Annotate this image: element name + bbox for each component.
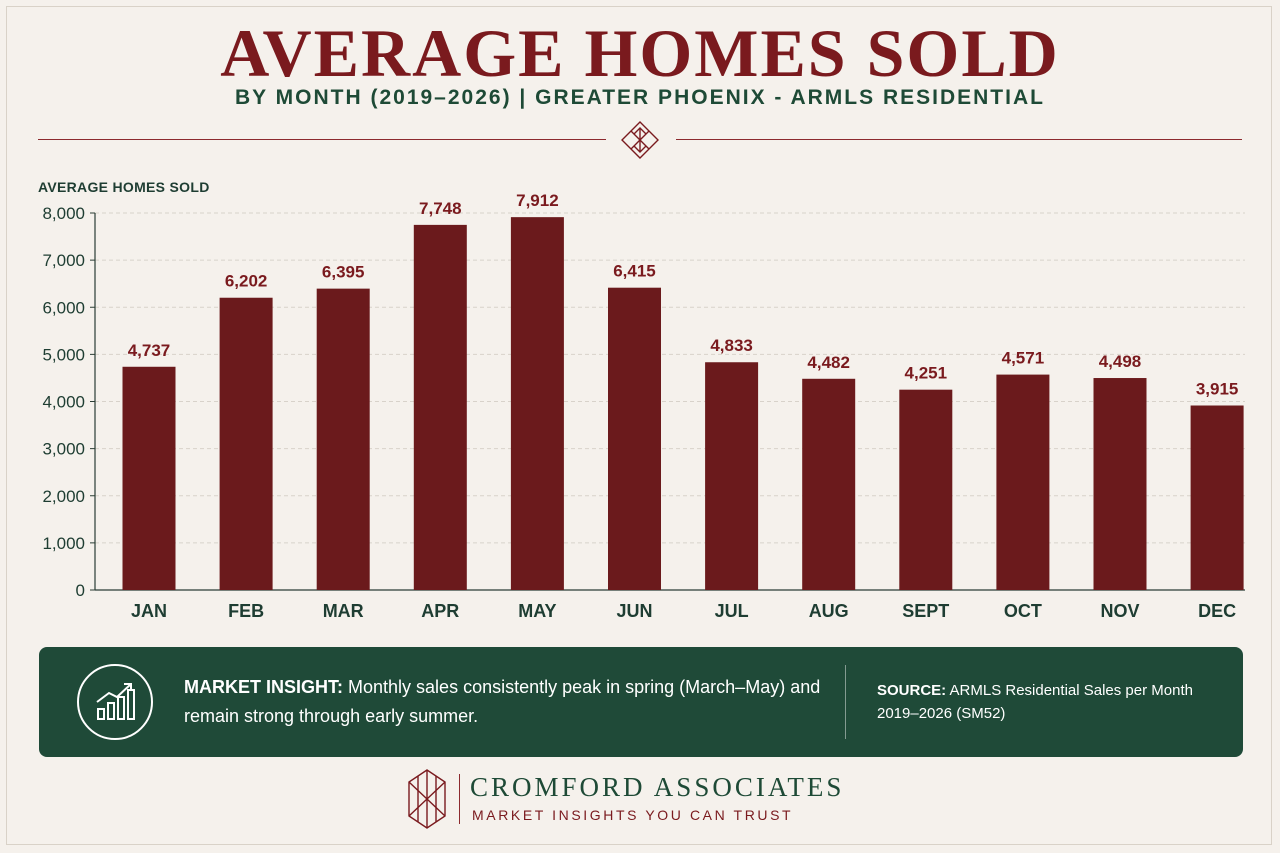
diamond-emblem-icon	[621, 121, 659, 159]
logo-divider	[459, 774, 460, 824]
data-label: 4,737	[128, 341, 171, 360]
bar-chart: 0 1,000 2,000 3,000 4,000 5,000 6,000 7,000 8,00…	[42, 191, 1245, 621]
data-label: 7,912	[516, 191, 559, 210]
y-tick-label: 3,000	[42, 440, 85, 459]
bar-apr	[413, 224, 467, 591]
data-label: 3,915	[1196, 380, 1239, 399]
chart-title: AVERAGE HOMES SOLD	[220, 15, 1060, 91]
data-label: 4,498	[1099, 352, 1142, 371]
cromford-logo-icon	[408, 769, 446, 829]
x-tick-label: DEC	[1198, 601, 1236, 621]
bar-oct	[996, 374, 1050, 590]
data-label: 4,571	[1002, 349, 1045, 368]
title-rule-left	[38, 139, 606, 140]
x-tick-label: JAN	[131, 601, 167, 621]
insight-label: MARKET INSIGHT:	[184, 677, 343, 697]
page-frame	[6, 6, 1272, 845]
y-tick-label: 0	[76, 581, 85, 600]
bar-jul	[705, 362, 759, 590]
title-rule-right	[676, 139, 1242, 140]
y-tick-label: 5,000	[42, 345, 85, 364]
x-tick-label: SEPT	[902, 601, 949, 621]
growth-chart-icon	[77, 664, 153, 740]
bar-jan	[122, 366, 176, 590]
source-label: SOURCE:	[877, 682, 947, 699]
market-insight-panel: MARKET INSIGHT: Monthly sales consistent…	[39, 647, 1243, 757]
x-tick-label: APR	[421, 601, 459, 621]
chart-subtitle: BY MONTH (2019–2026) | GREATER PHOENIX -…	[235, 86, 1045, 109]
x-tick-label: MAY	[518, 601, 556, 621]
x-tick-label: JUN	[616, 601, 652, 621]
brand-name: CROMFORD ASSOCIATES	[470, 772, 845, 802]
bar-dec	[1190, 405, 1244, 590]
y-tick-label: 6,000	[42, 298, 85, 317]
bar-mar	[316, 288, 370, 590]
data-label: 4,833	[710, 336, 753, 355]
y-tick-label: 4,000	[42, 393, 85, 412]
data-label: 7,748	[419, 199, 462, 218]
data-label: 4,251	[905, 364, 948, 383]
x-tick-label: AUG	[809, 601, 849, 621]
y-axis-label: AVERAGE HOMES SOLD	[38, 179, 210, 195]
bar-nov	[1093, 378, 1147, 590]
bar-aug	[802, 378, 856, 590]
data-label: 6,415	[613, 262, 656, 281]
brand-tagline: MARKET INSIGHTS YOU CAN TRUST	[472, 807, 794, 823]
y-tick-label: 1,000	[42, 534, 85, 553]
x-tick-label: JUL	[715, 601, 749, 621]
x-tick-label: OCT	[1004, 601, 1042, 621]
source-text: SOURCE: ARMLS Residential Sales per Mont…	[877, 679, 1227, 725]
x-tick-label: FEB	[228, 601, 264, 621]
market-insight-text: MARKET INSIGHT: Monthly sales consistent…	[184, 673, 824, 731]
insight-body: Monthly sales consistently peak in sprin…	[184, 677, 821, 726]
data-label: 4,482	[807, 353, 850, 372]
y-tick-label: 2,000	[42, 487, 85, 506]
y-tick-label: 8,000	[42, 204, 85, 223]
y-tick-label: 7,000	[42, 251, 85, 270]
bar-may	[510, 217, 564, 590]
bar-jun	[608, 287, 661, 590]
x-tick-label: MAR	[323, 601, 364, 621]
data-label: 6,395	[322, 263, 365, 282]
bar-sept	[899, 389, 953, 590]
bar-feb	[219, 297, 273, 590]
data-label: 6,202	[225, 272, 268, 291]
x-tick-label: NOV	[1100, 601, 1139, 621]
insight-divider	[845, 665, 846, 739]
source-body: ARMLS Residential Sales per Month 2019–2…	[877, 682, 1193, 722]
